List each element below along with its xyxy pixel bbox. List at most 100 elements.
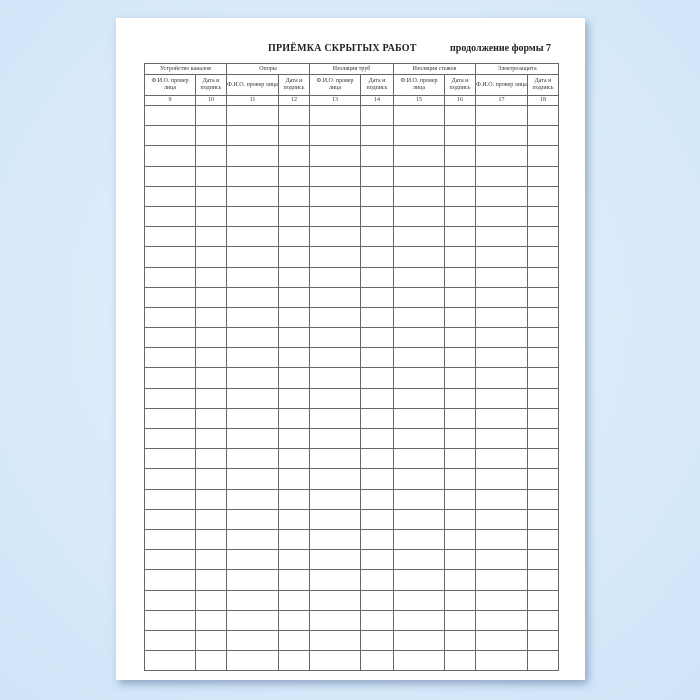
table-cell[interactable] <box>226 387 279 409</box>
table-cell[interactable] <box>527 367 559 389</box>
table-cell[interactable] <box>226 528 279 551</box>
table-cell[interactable] <box>444 508 476 530</box>
table-cell[interactable] <box>475 104 528 127</box>
table-cell[interactable] <box>527 468 559 490</box>
table-cell[interactable] <box>278 367 310 389</box>
table-cell[interactable] <box>360 205 394 228</box>
table-cell[interactable] <box>278 448 310 470</box>
table-cell[interactable] <box>195 327 227 349</box>
table-cell[interactable] <box>393 569 445 591</box>
table-cell[interactable] <box>527 549 559 571</box>
table-cell[interactable] <box>226 185 279 207</box>
table-cell[interactable] <box>278 387 310 409</box>
table-cell[interactable] <box>309 569 361 591</box>
table-cell[interactable] <box>226 407 279 430</box>
table-cell[interactable] <box>444 528 476 551</box>
table-cell[interactable] <box>475 528 528 551</box>
table-cell[interactable] <box>444 569 476 591</box>
table-cell[interactable] <box>393 387 445 409</box>
table-cell[interactable] <box>309 145 361 167</box>
table-cell[interactable] <box>195 306 227 329</box>
table-cell[interactable] <box>475 246 528 268</box>
table-cell[interactable] <box>527 528 559 551</box>
table-cell[interactable] <box>475 569 528 591</box>
table-cell[interactable] <box>393 629 445 652</box>
table-cell[interactable] <box>360 226 394 248</box>
table-cell[interactable] <box>444 488 476 510</box>
table-cell[interactable] <box>278 286 310 308</box>
table-cell[interactable] <box>195 488 227 510</box>
table-cell[interactable] <box>195 165 227 187</box>
table-cell[interactable] <box>144 528 196 551</box>
table-cell[interactable] <box>144 589 196 611</box>
table-cell[interactable] <box>226 347 279 369</box>
table-cell[interactable] <box>226 125 279 147</box>
table-cell[interactable] <box>195 508 227 530</box>
table-cell[interactable] <box>393 609 445 631</box>
table-cell[interactable] <box>226 286 279 308</box>
table-cell[interactable] <box>309 125 361 147</box>
table-cell[interactable] <box>527 569 559 591</box>
table-cell[interactable] <box>195 387 227 409</box>
table-cell[interactable] <box>527 327 559 349</box>
table-cell[interactable] <box>144 286 196 308</box>
table-cell[interactable] <box>144 246 196 268</box>
table-cell[interactable] <box>278 549 310 571</box>
table-cell[interactable] <box>393 125 445 147</box>
table-cell[interactable] <box>360 589 394 611</box>
table-cell[interactable] <box>360 286 394 308</box>
table-cell[interactable] <box>195 367 227 389</box>
table-cell[interactable] <box>527 609 559 631</box>
table-cell[interactable] <box>144 448 196 470</box>
table-cell[interactable] <box>195 286 227 308</box>
table-cell[interactable] <box>309 347 361 369</box>
table-cell[interactable] <box>444 226 476 248</box>
table-cell[interactable] <box>527 226 559 248</box>
table-cell[interactable] <box>393 185 445 207</box>
table-cell[interactable] <box>527 165 559 187</box>
table-cell[interactable] <box>527 407 559 430</box>
table-cell[interactable] <box>475 205 528 228</box>
table-cell[interactable] <box>360 367 394 389</box>
table-cell[interactable] <box>309 549 361 571</box>
table-cell[interactable] <box>309 266 361 288</box>
table-cell[interactable] <box>360 629 394 652</box>
table-cell[interactable] <box>226 468 279 490</box>
table-cell[interactable] <box>309 286 361 308</box>
table-cell[interactable] <box>444 327 476 349</box>
table-cell[interactable] <box>475 125 528 147</box>
table-cell[interactable] <box>475 549 528 571</box>
table-cell[interactable] <box>527 125 559 147</box>
table-cell[interactable] <box>144 347 196 369</box>
table-cell[interactable] <box>527 205 559 228</box>
table-cell[interactable] <box>195 246 227 268</box>
table-cell[interactable] <box>527 488 559 510</box>
table-cell[interactable] <box>444 104 476 127</box>
table-cell[interactable] <box>527 427 559 450</box>
table-cell[interactable] <box>278 347 310 369</box>
table-cell[interactable] <box>309 226 361 248</box>
table-cell[interactable] <box>226 589 279 611</box>
table-cell[interactable] <box>360 266 394 288</box>
table-cell[interactable] <box>226 266 279 288</box>
table-cell[interactable] <box>278 125 310 147</box>
table-cell[interactable] <box>475 327 528 349</box>
table-cell[interactable] <box>360 185 394 207</box>
table-cell[interactable] <box>144 205 196 228</box>
table-cell[interactable] <box>226 488 279 510</box>
table-cell[interactable] <box>195 528 227 551</box>
table-cell[interactable] <box>393 104 445 127</box>
table-cell[interactable] <box>278 468 310 490</box>
table-cell[interactable] <box>226 145 279 167</box>
table-cell[interactable] <box>144 165 196 187</box>
table-cell[interactable] <box>360 569 394 591</box>
table-cell[interactable] <box>278 165 310 187</box>
table-cell[interactable] <box>195 468 227 490</box>
table-cell[interactable] <box>309 427 361 450</box>
table-cell[interactable] <box>195 125 227 147</box>
table-cell[interactable] <box>278 205 310 228</box>
table-cell[interactable] <box>144 145 196 167</box>
table-cell[interactable] <box>195 145 227 167</box>
table-cell[interactable] <box>444 185 476 207</box>
table-cell[interactable] <box>195 427 227 450</box>
